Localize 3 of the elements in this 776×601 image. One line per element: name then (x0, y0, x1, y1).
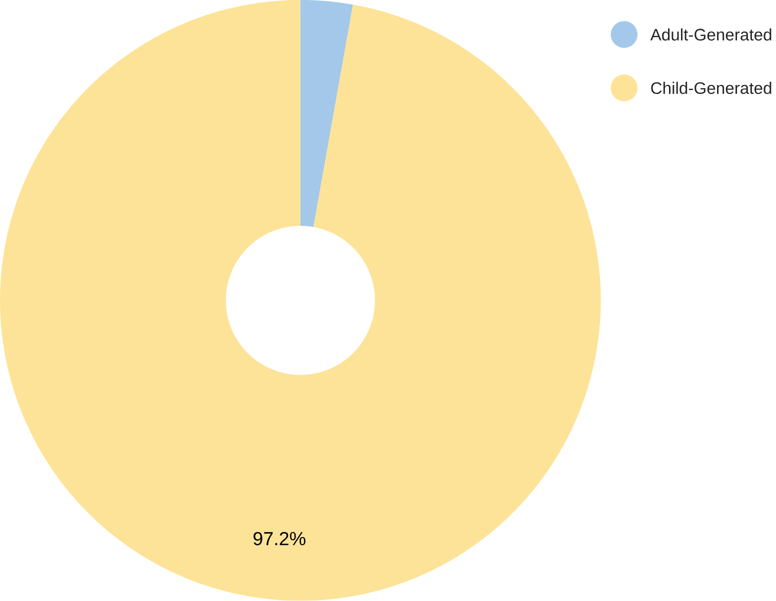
legend-label: Child-Generated (651, 82, 772, 94)
data-label: 97.2% (254, 532, 306, 546)
legend-label: Adult-Generated (650, 28, 772, 41)
